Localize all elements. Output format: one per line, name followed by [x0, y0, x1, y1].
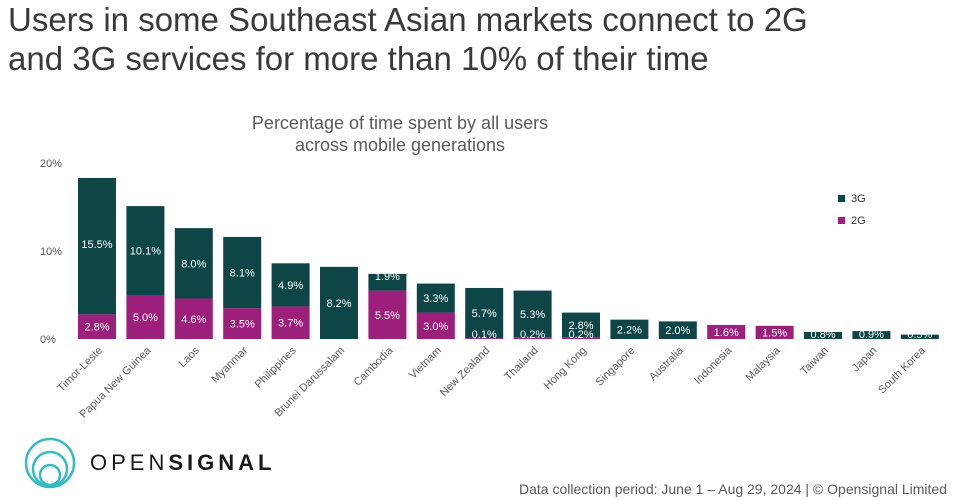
- bar-3g: [513, 290, 552, 338]
- bar-3g: [271, 263, 310, 307]
- data-label-3g: 1.9%: [375, 271, 400, 283]
- data-label-3g: 8.2%: [326, 298, 351, 310]
- chart-title-line-2: across mobile generations: [294, 135, 506, 155]
- data-label-2g: 3.0%: [423, 321, 448, 333]
- bar-2g: [368, 290, 407, 339]
- bar-2g: [513, 337, 552, 339]
- category-label: Taiwan: [798, 345, 831, 378]
- data-period-footer: Data collection period: June 1 – Aug 29,…: [518, 481, 947, 497]
- y-tick-label: 20%: [40, 158, 62, 170]
- bar-2g: [223, 308, 262, 339]
- data-label-3g: 0.9%: [859, 329, 884, 341]
- bar-3g: [368, 273, 407, 291]
- category-label: New Zealand: [438, 345, 492, 399]
- data-label-3g: 2.8%: [568, 320, 593, 332]
- bar-3g: [223, 236, 262, 309]
- bar-3g: [562, 312, 600, 338]
- data-label-3g: 4.9%: [278, 280, 303, 292]
- bar-3g: [126, 206, 165, 295]
- bar-3g: [852, 331, 891, 339]
- legend-swatch: [838, 217, 845, 224]
- bar-2g: [271, 306, 310, 339]
- bar-2g: [465, 338, 504, 339]
- category-label: Vietnam: [407, 345, 444, 382]
- category-label: Japan: [850, 345, 880, 375]
- brand-name-light: OPEN: [90, 450, 169, 475]
- brand-wordmark: OPENSIGNAL: [90, 450, 275, 476]
- bar-2g: [562, 337, 600, 339]
- category-label: Hong Kong: [542, 345, 589, 392]
- data-label-2g: 2.8%: [84, 322, 109, 334]
- data-label-3g: 0.5%: [907, 329, 932, 341]
- data-label-3g: 2.0%: [665, 325, 690, 337]
- category-label: Malaysia: [744, 344, 784, 384]
- headline-line-2: and 3G services for more than 10% of the…: [8, 40, 709, 77]
- bar-3g: [174, 228, 213, 299]
- data-label-2g: 0.1%: [472, 329, 497, 341]
- data-label-2g: 4.6%: [181, 314, 206, 326]
- data-label-3g: 2.2%: [617, 324, 642, 336]
- data-label-2g: 5.0%: [133, 312, 158, 324]
- category-label: Laos: [177, 344, 203, 370]
- bar-2g: [78, 314, 116, 339]
- headline-line-1: Users in some Southeast Asian markets co…: [8, 1, 808, 38]
- data-label-2g: 3.5%: [230, 319, 255, 331]
- data-label-3g: 5.7%: [472, 308, 497, 320]
- bar-2g: [707, 324, 746, 339]
- data-label-2g: 3.7%: [278, 318, 303, 330]
- bar-3g: [320, 266, 358, 339]
- bar-3g: [658, 321, 697, 339]
- opensignal-logo-icon: [24, 437, 76, 489]
- stacked-bar-chart: 0%10%20%15.5%2.8%Timor-Leste10.1%5.0%Pap…: [40, 158, 939, 421]
- bar-3g: [78, 177, 116, 315]
- bar-3g: [900, 334, 939, 339]
- bar-2g: [126, 295, 165, 339]
- bar-2g: [416, 312, 455, 339]
- data-label-3g: 8.0%: [181, 258, 206, 270]
- bar-3g: [416, 283, 455, 313]
- brand-name-bold: SIGNAL: [168, 450, 276, 475]
- category-label: Australia: [647, 344, 686, 383]
- chart-title-line-1: Percentage of time spent by all users: [251, 113, 549, 133]
- y-tick-label: 0%: [40, 334, 56, 346]
- headline: Users in some Southeast Asian markets co…: [8, 0, 948, 78]
- category-label: Philippines: [253, 344, 299, 390]
- data-label-3g: 0.8%: [810, 329, 835, 341]
- bar-3g: [610, 319, 649, 339]
- data-label-3g: 5.3%: [520, 309, 545, 321]
- data-label-2g: 0.2%: [568, 329, 593, 341]
- legend-swatch: [838, 195, 845, 202]
- data-label-2g: 5.5%: [375, 310, 400, 322]
- y-tick-label: 10%: [40, 246, 62, 258]
- category-label: Myanmar: [209, 344, 250, 385]
- category-label: Timor-Leste: [55, 345, 105, 395]
- bar-3g: [804, 331, 842, 339]
- bar-2g: [755, 325, 794, 339]
- category-label: Thailand: [502, 345, 540, 383]
- data-label-3g: 3.3%: [423, 293, 448, 305]
- data-label-3g: 8.1%: [230, 268, 255, 280]
- category-label: Indonesia: [692, 344, 735, 387]
- category-label: Singapore: [594, 345, 638, 389]
- data-label-3g: 10.1%: [130, 246, 161, 258]
- bar-2g: [174, 298, 213, 339]
- data-label-2g: 1.6%: [714, 327, 739, 339]
- data-label-3g: 15.5%: [81, 239, 112, 251]
- data-label-2g: 1.5%: [762, 327, 787, 339]
- data-label-2g: 0.2%: [520, 329, 545, 341]
- category-label: South Korea: [876, 344, 928, 396]
- bar-3g: [465, 287, 504, 339]
- category-label: Cambodia: [352, 344, 397, 389]
- legend-label: 2G: [851, 215, 866, 227]
- legend-label: 3G: [851, 193, 866, 205]
- chart-title: Percentage of time spent by all users ac…: [190, 112, 610, 156]
